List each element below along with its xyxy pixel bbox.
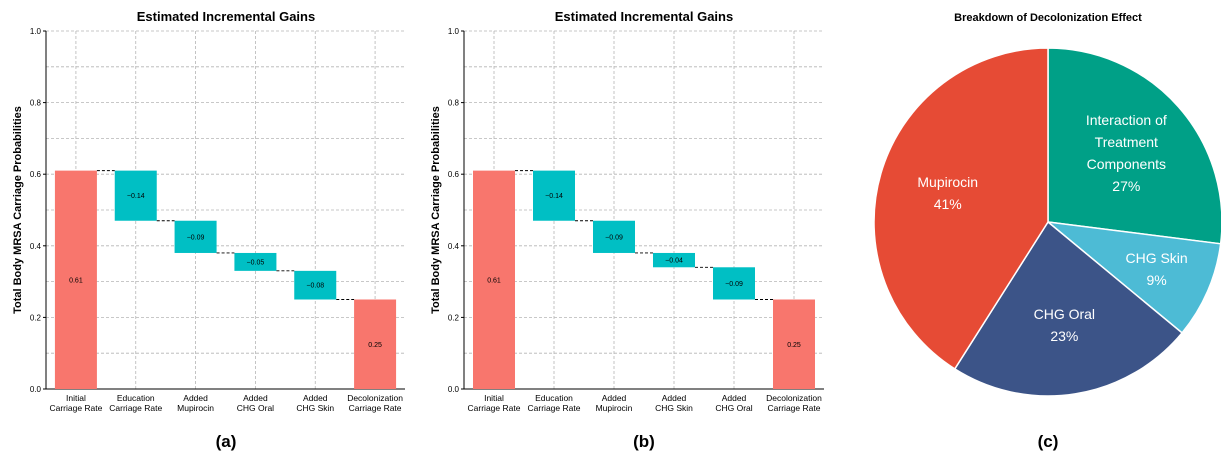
y-tick-label: 0.0 xyxy=(448,385,460,394)
y-tick-label: 1.0 xyxy=(30,27,42,36)
x-tick-label: Added xyxy=(602,393,627,403)
x-tick-label: Decolonization xyxy=(766,393,822,403)
waterfall-bar xyxy=(473,170,515,389)
x-tick-label: Added xyxy=(183,393,208,403)
x-tick-label: Carriage Rate xyxy=(109,403,162,413)
waterfall-chart-b: Estimated Incremental Gains Total Body M… xyxy=(430,9,824,451)
bar-value-label: 0.61 xyxy=(487,277,501,284)
pie-slice xyxy=(1047,47,1221,245)
slice-label: 23% xyxy=(1050,328,1078,344)
y-axis-label: Total Body MRSA Carriage Probabilities xyxy=(430,106,442,314)
chart-title: Estimated Incremental Gains xyxy=(137,9,315,24)
bar-value-label: −0.05 xyxy=(247,259,265,266)
slice-label: 9% xyxy=(1146,272,1166,288)
y-tick-label: 1.0 xyxy=(448,27,460,36)
x-tick-label: CHG Skin xyxy=(655,403,693,413)
y-tick-label: 0.6 xyxy=(30,170,42,179)
waterfall-bar xyxy=(234,252,277,271)
slice-label: CHG Skin xyxy=(1125,250,1187,266)
slice-label: 41% xyxy=(934,196,962,212)
waterfall-bar xyxy=(54,170,97,389)
slice-label: Components xyxy=(1087,156,1166,172)
slice-label: 27% xyxy=(1112,178,1140,194)
x-tick-label: Education xyxy=(117,393,155,403)
bar-value-label: −0.14 xyxy=(545,193,563,200)
x-tick-label: Added xyxy=(662,393,687,403)
y-tick-label: 0.6 xyxy=(448,170,460,179)
waterfall-bar xyxy=(653,252,695,268)
x-tick-label: Carriage Rate xyxy=(528,403,581,413)
x-tick-label: Carriage Rate xyxy=(468,403,521,413)
slice-label: Interaction of xyxy=(1086,112,1167,128)
pie-slice xyxy=(873,47,1049,370)
y-tick-label: 0.2 xyxy=(30,313,42,322)
y-tick-label: 0.2 xyxy=(448,313,460,322)
bar-value-label: 0.25 xyxy=(787,342,801,349)
pie-title: Breakdown of Decolonization Effect xyxy=(954,12,1142,24)
slice-label: Mupirocin xyxy=(917,174,978,190)
y-tick-label: 0.8 xyxy=(448,99,460,108)
y-tick-label: 0.0 xyxy=(30,385,42,394)
panel-label-a: (a) xyxy=(216,432,237,451)
pie-slice xyxy=(953,220,1184,397)
bar-value-label: −0.08 xyxy=(306,283,324,290)
pie-slice xyxy=(1045,220,1221,334)
bar-value-label: −0.09 xyxy=(187,234,205,241)
bar-value-label: −0.09 xyxy=(605,234,623,241)
x-tick-label: Mupirocin xyxy=(596,403,633,413)
waterfall-bar xyxy=(354,299,397,389)
x-tick-label: Decolonization xyxy=(347,393,403,403)
y-tick-label: 0.8 xyxy=(30,99,42,108)
x-tick-label: Carriage Rate xyxy=(768,403,821,413)
bar-value-label: −0.09 xyxy=(725,281,743,288)
waterfall-bar xyxy=(593,220,635,253)
waterfall-bar xyxy=(533,170,575,221)
x-tick-label: CHG Skin xyxy=(296,403,334,413)
x-tick-label: Added xyxy=(243,393,268,403)
bar-value-label: −0.04 xyxy=(665,258,683,265)
x-tick-label: Carriage Rate xyxy=(349,403,402,413)
pie-chart: Breakdown of Decolonization Effect Inter… xyxy=(873,12,1221,451)
x-tick-label: Initial xyxy=(484,393,504,403)
waterfall-bar xyxy=(174,220,217,253)
bar-value-label: 0.61 xyxy=(69,277,83,284)
chart-title: Estimated Incremental Gains xyxy=(555,9,733,24)
x-tick-label: Education xyxy=(535,393,573,403)
x-tick-label: CHG Oral xyxy=(237,403,274,413)
bar-value-label: 0.25 xyxy=(368,342,382,349)
x-tick-label: Carriage Rate xyxy=(49,403,102,413)
x-tick-label: Initial xyxy=(66,393,86,403)
x-tick-label: Mupirocin xyxy=(177,403,214,413)
y-tick-label: 0.4 xyxy=(448,242,460,251)
waterfall-bar xyxy=(773,299,815,389)
slice-label: CHG Oral xyxy=(1034,306,1095,322)
x-tick-label: Added xyxy=(722,393,747,403)
waterfall-bar xyxy=(114,170,157,221)
panel-label-b: (b) xyxy=(633,432,655,451)
pie-slices: Interaction of Treatment Components 27% CHG … xyxy=(873,47,1221,397)
slice-label: Treatment xyxy=(1095,134,1158,150)
x-tick-label: CHG Oral xyxy=(715,403,752,413)
y-tick-label: 0.4 xyxy=(30,242,42,251)
waterfall-chart-a: Estimated Incremental Gains Total Body M… xyxy=(12,9,405,451)
x-tick-label: Added xyxy=(303,393,328,403)
panel-label-c: (c) xyxy=(1038,432,1059,451)
waterfall-bar xyxy=(294,270,337,300)
waterfall-bar xyxy=(713,267,755,300)
y-axis-label: Total Body MRSA Carriage Probabilities xyxy=(12,106,24,314)
bar-value-label: −0.14 xyxy=(127,193,145,200)
